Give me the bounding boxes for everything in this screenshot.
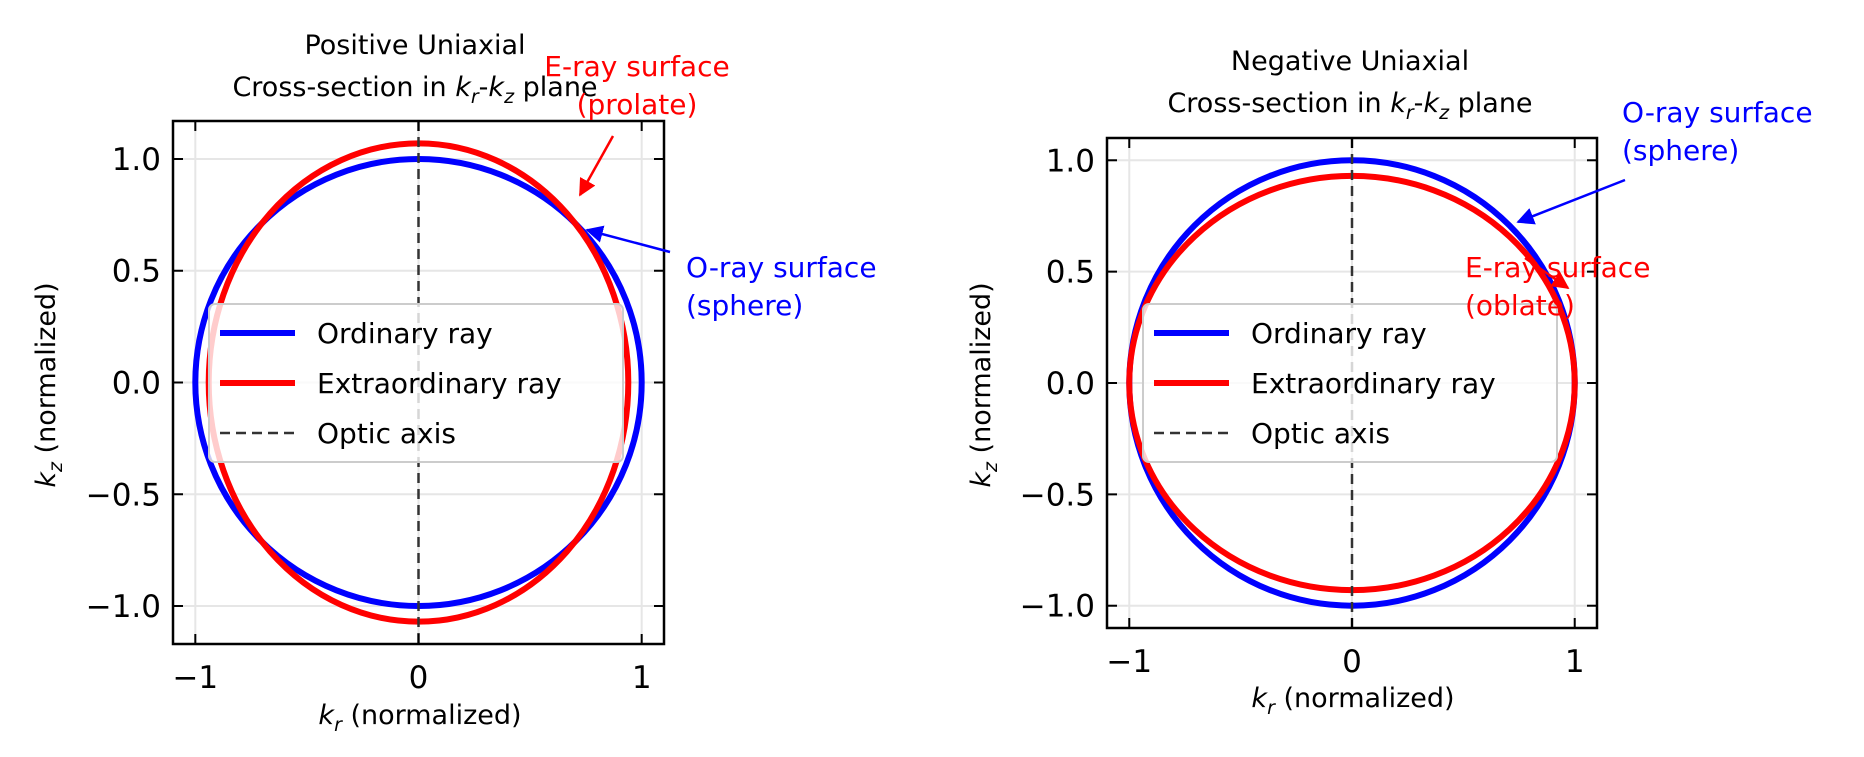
panel2-annotation-eray-arrow [1524,256,1570,290]
panel2-ytick-label-1: −0.5 [1020,477,1095,513]
panel2-annotation-oray-arrow [1516,178,1626,225]
panel1-annotation-eray: E-ray surface (prolate) [544,50,730,197]
panel2-ytick-label-2: 0.0 [1046,366,1095,402]
panel1-xlabel: kr (normalized) [318,700,521,736]
panel2-ytick-label-4: 1.0 [1046,143,1095,179]
panel2-ytick-label-3: 0.5 [1046,255,1095,291]
panel2-plot-area: −1 0 1 −1.0 −0.5 0.0 0.5 1.0 [1020,136,1599,680]
panel2-annotation-eray-line2: (oblate) [1465,289,1575,322]
panel1-ytick-label-0: −1.0 [86,589,161,625]
panel1-title-line2: Cross-section in kr-kz plane [232,72,597,108]
panel1-annotation-oray-line1: O-ray surface [686,251,877,284]
panel2-legend-optic-axis: Optic axis [1251,417,1390,450]
panel1-ylabel: kz (normalized) [31,282,67,487]
panel1-legend: Ordinary ray Extraordinary ray Optic axi… [208,303,624,463]
panel1-xtick-label-2: 1 [632,660,652,696]
panel1-xtick-label-1: 0 [409,660,429,696]
panel2-annotation-eray-line1: E-ray surface [1465,251,1650,284]
panel1-ytick-label-2: 0.0 [112,366,161,402]
panel1-annotation-oray-line2: (sphere) [686,289,803,322]
panel1-ytick-label-1: −0.5 [86,477,161,513]
panel2-annotation-oray: O-ray surface (sphere) [1516,96,1813,225]
panel-negative-uniaxial: Negative Uniaxial Cross-section in kr-kz… [966,46,1813,719]
panel2-title-line2: Cross-section in kr-kz plane [1167,88,1532,124]
panel2-xtick-label-0: −1 [1106,644,1152,680]
panel1-annotation-oray-arrow [585,225,671,254]
panel1-title-line1: Positive Uniaxial [304,30,525,61]
panel2-title-line1: Negative Uniaxial [1231,46,1469,77]
panel1-annotation-eray-line2: (prolate) [577,88,698,121]
panel2-legend-extraordinary: Extraordinary ray [1251,367,1496,400]
panel2-xtick-label-2: 1 [1565,644,1585,680]
panel2-annotation-eray: E-ray surface (oblate) [1465,251,1650,322]
panel1-legend-box [208,303,624,463]
panel2-xlabel: kr (normalized) [1251,683,1454,719]
panel2-ytick-label-0: −1.0 [1020,589,1095,625]
panel1-ytick-label-4: 1.0 [112,142,161,178]
panel1-legend-optic-axis: Optic axis [317,417,456,450]
panel2-annotation-oray-line1: O-ray surface [1622,96,1813,129]
panel2-annotation-oray-line2: (sphere) [1622,134,1739,167]
panel1-annotation-eray-line1: E-ray surface [544,50,729,83]
panel2-xtick-label-1: 0 [1342,644,1362,680]
panel1-ytick-label-3: 0.5 [112,254,161,290]
panel-positive-uniaxial: Positive Uniaxial Cross-section in kr-kz… [31,30,877,736]
panel1-annotation-eray-arrow [578,135,615,197]
panel1-xtick-label-0: −1 [172,660,218,696]
panel1-legend-ordinary: Ordinary ray [317,317,493,350]
panel2-ylabel: kz (normalized) [966,282,1002,487]
panel1-annotation-oray: O-ray surface (sphere) [585,225,877,322]
panel1-legend-extraordinary: Extraordinary ray [317,367,562,400]
panel2-legend: Ordinary ray Extraordinary ray Optic axi… [1142,303,1558,463]
panel2-legend-box [1142,303,1558,463]
panel2-legend-ordinary: Ordinary ray [1251,317,1427,350]
